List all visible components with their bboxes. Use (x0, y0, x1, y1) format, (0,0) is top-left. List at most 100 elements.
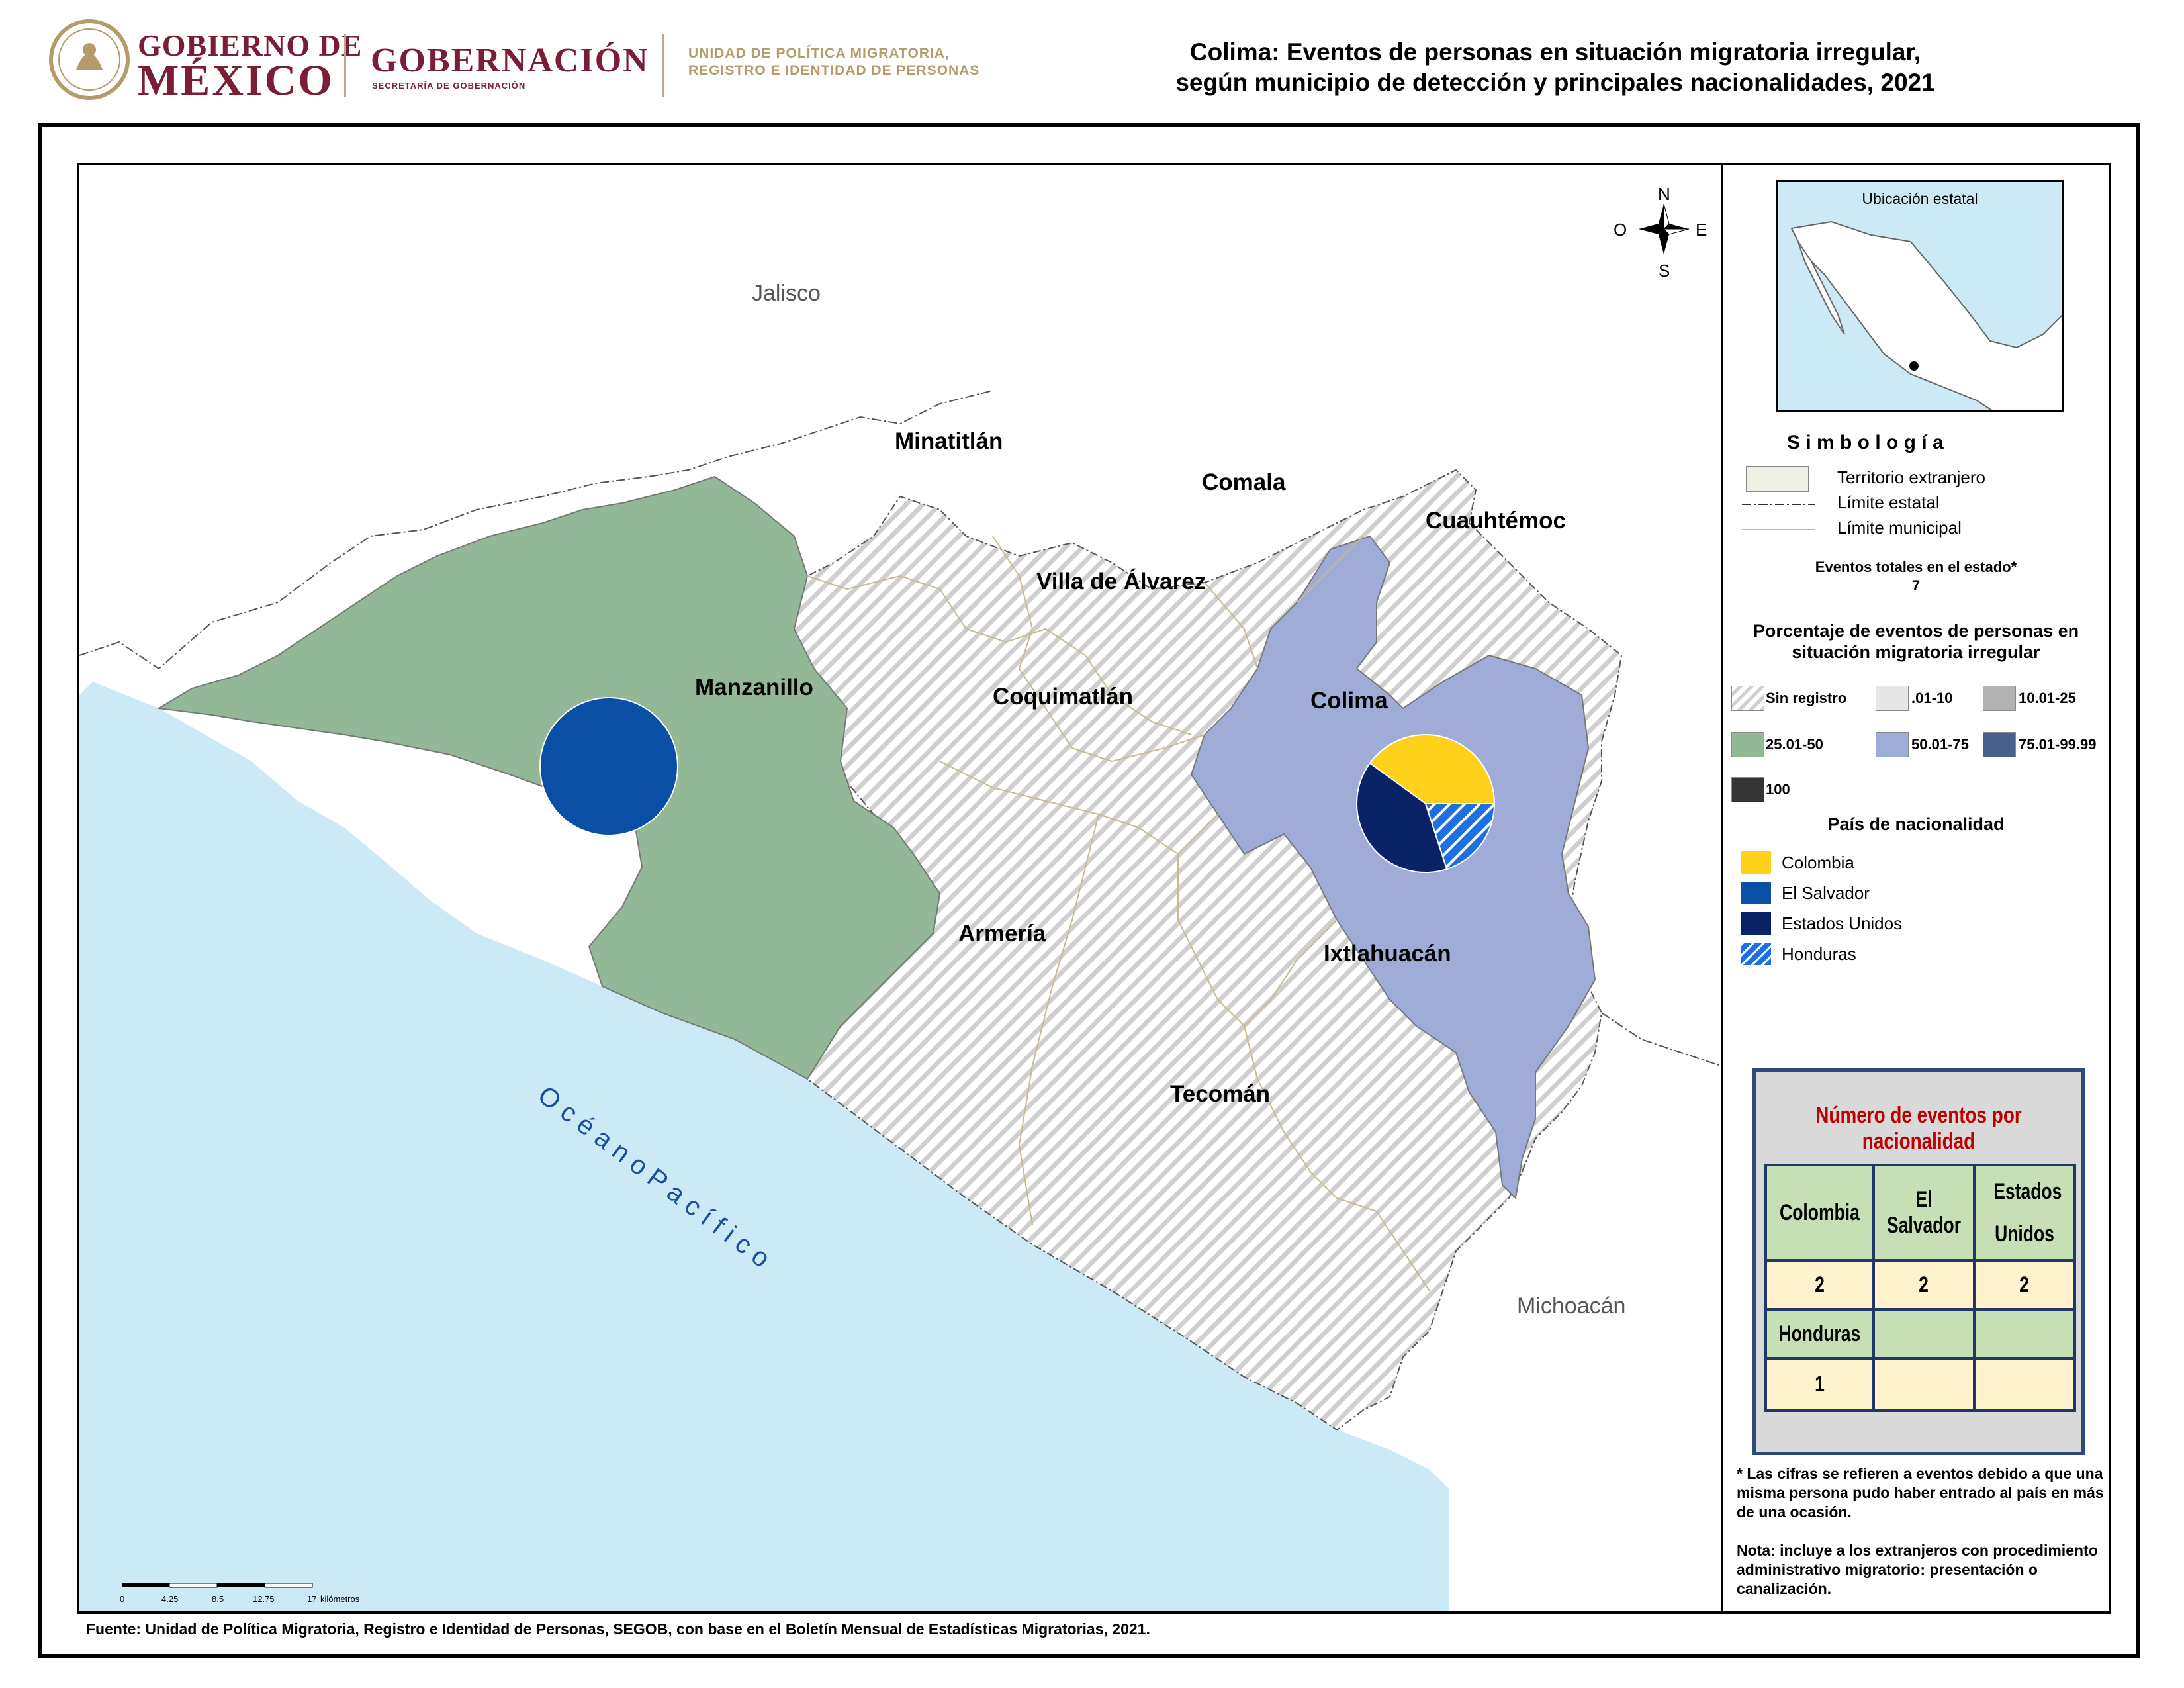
gobernacion-label: GOBERNACIÓN (371, 42, 649, 79)
table-header-text: El Salvador (1886, 1187, 1961, 1238)
table-value-empty (1872, 1357, 1976, 1412)
table-value-text: 2 (1814, 1272, 1825, 1297)
pie-slice-estados-unidos (1356, 762, 1448, 873)
map-title-line1: Colima: Eventos de personas en situación… (1189, 38, 1921, 66)
table-header-text: Honduras (1778, 1321, 1861, 1346)
class-label-sin-registro: Sin registro (1766, 690, 1847, 706)
scale-tick-2: 8.5 (212, 1594, 224, 1604)
state-border-michoacan (1601, 1012, 1721, 1066)
pie-manzanillo-el-salvador (539, 697, 678, 836)
table-value-text: 2 (2019, 1272, 2030, 1297)
class-swatch-100 (1731, 777, 1764, 802)
ocean (79, 682, 1449, 1611)
scale-unit: kilómetros (320, 1594, 360, 1604)
legend-panel (1721, 163, 2111, 1614)
table-header-honduras: Honduras (1764, 1308, 1875, 1360)
outer-frame (38, 123, 2140, 1658)
neighbor-jalisco-label: Jalisco (752, 281, 821, 306)
pais-label-colombia: Colombia (1782, 853, 1854, 872)
table-header-text: Estados Unidos (1993, 1179, 2062, 1246)
table-header-empty (1972, 1308, 2076, 1360)
unidad-line2: REGISTRO E IDENTIDAD DE PERSONAS (688, 63, 980, 78)
state-border-jalisco (79, 390, 993, 670)
table-value-colombia: 2 (1764, 1259, 1875, 1311)
table-value-el-salvador: 2 (1872, 1259, 1976, 1311)
footnote-nota: Nota: incluye a los extranjeros con proc… (1737, 1542, 2098, 1597)
sym-territorio-extranjero: Territorio extranjero (1837, 467, 1985, 487)
compass-n: N (1658, 184, 1670, 204)
pais-swatch-estados-unidos (1741, 912, 1771, 935)
sym-limite-municipal: Límite municipal (1837, 518, 1962, 538)
pie-colima (1356, 734, 1496, 873)
sym-limite-estatal: Límite estatal (1837, 492, 1940, 512)
simbologia-title: S i m b o l o g í a (1787, 432, 1944, 453)
scale-tick-3: 12.75 (253, 1594, 275, 1604)
label-cuauhtemoc: Cuauhtémoc (1426, 508, 1566, 534)
unidad-label: UNIDAD DE POLÍTICA MIGRATORIA, REGISTRO … (688, 45, 979, 79)
pais-label-honduras: Honduras (1782, 944, 1856, 964)
table-header-estados-unidos: Estados Unidos (1972, 1164, 2076, 1262)
inset-mexico-svg (1790, 220, 2062, 410)
inset-title: Ubicación estatal (1862, 190, 1978, 207)
class-label-75-99: 75.01-99.99 (2019, 736, 2097, 753)
scale-tick-0: 0 (120, 1594, 124, 1604)
pais-swatch-el-salvador (1741, 882, 1771, 904)
pais-label-el-salvador: El Salvador (1782, 883, 1870, 903)
compass-rose: N S E O (1614, 184, 1707, 281)
symbol-limite-estatal (1742, 504, 1815, 505)
header-divider (344, 34, 346, 97)
label-minatitlan: Minatitlán (895, 428, 1003, 454)
swatch-territorio-extranjero (1746, 466, 1809, 492)
label-colima: Colima (1310, 688, 1388, 714)
table-value-estados-unidos: 2 (1972, 1259, 2076, 1311)
nationality-table-title: Número de eventos por nacionalidad (1815, 1103, 2022, 1154)
inset-map: Ubicación estatal (1776, 180, 2064, 412)
mexico-seal-logo (49, 19, 130, 100)
compass-s: S (1659, 261, 1670, 281)
pct-title-line1: Porcentaje de eventos de personas en (1752, 621, 2079, 641)
pais-label-estados-unidos: Estados Unidos (1782, 914, 1903, 933)
table-value-text: 2 (1919, 1272, 1929, 1297)
class-label-01-10: .01-10 (1911, 690, 1953, 706)
class-swatch-25-50 (1731, 732, 1764, 757)
pct-title-line2: situación migratoria irregular (1792, 642, 2040, 662)
municipal-boundaries (807, 536, 1430, 1291)
compass-o: O (1614, 220, 1627, 240)
class-label-50-75: 50.01-75 (1911, 736, 1969, 753)
map-title-line2: según municipio de detección y principal… (1175, 69, 1935, 96)
class-swatch-sin-registro (1731, 686, 1764, 711)
class-swatch-75-99 (1983, 732, 2016, 757)
map-svg: Jalisco Michoacán O c é a n o P a c í f … (79, 184, 1721, 1611)
mexico-label: MÉXICO (138, 56, 334, 105)
class-swatch-10-25 (1983, 686, 2016, 711)
label-ixtlahuacan: Ixtlahuacán (1324, 941, 1451, 966)
pais-swatch-colombia (1741, 851, 1771, 874)
eventos-totales-value: 7 (1911, 577, 1921, 594)
scale-tick-1: 4.25 (161, 1594, 178, 1604)
pie-slice-honduras (1424, 803, 1496, 870)
table-header-empty (1872, 1308, 1976, 1360)
eventos-totales-label: Eventos totales en el estado* (1815, 559, 2017, 575)
footnote-events: * Las cifras se refieren a eventos debid… (1737, 1465, 2104, 1521)
table-header-text: Colombia (1779, 1199, 1860, 1225)
label-manzanillo: Manzanillo (695, 675, 813, 700)
class-label-10-25: 10.01-25 (2019, 690, 2076, 706)
source-note: Fuente: Unidad de Política Migratoria, R… (86, 1620, 1150, 1638)
table-value-empty (1972, 1357, 2076, 1412)
gobierno-de-label: GOBIERNO DE (138, 28, 363, 62)
class-swatch-01-10 (1876, 686, 1909, 711)
label-villa-de-alvarez: Villa de Álvarez (1036, 568, 1206, 594)
label-coquimatlan: Coquimatlán (993, 684, 1133, 710)
neighbor-michoacan-label: Michoacán (1517, 1293, 1625, 1319)
table-value-text: 1 (1814, 1372, 1825, 1397)
table-header-el-salvador: El Salvador (1872, 1164, 1976, 1262)
map-panel: Jalisco Michoacán O c é a n o P a c í f … (77, 163, 1723, 1614)
scale-bar: 0 4.25 8.5 12.75 17 kilómetros (120, 1583, 360, 1604)
symbol-limite-municipal (1742, 529, 1815, 530)
municipio-colima (1190, 535, 1596, 1200)
unidad-line1: UNIDAD DE POLÍTICA MIGRATORIA, (688, 46, 950, 61)
table-value-honduras: 1 (1764, 1357, 1875, 1412)
compass-e: E (1696, 220, 1707, 240)
header-divider (662, 34, 664, 97)
class-label-100: 100 (1766, 781, 1790, 798)
